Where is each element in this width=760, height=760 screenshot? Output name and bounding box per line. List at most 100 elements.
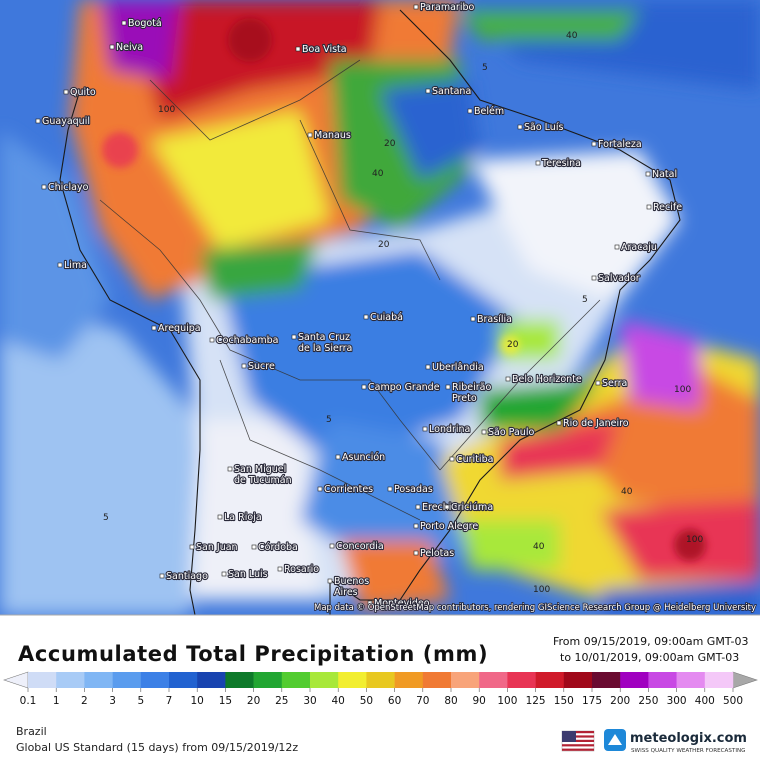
city-label: Pelotas [420, 548, 454, 559]
city-marker [57, 262, 63, 268]
city-labels: Paramaribo Bogotá Neiva Boa Vista Quito Santa… [35, 1, 683, 610]
legend-label: 5 [137, 695, 144, 707]
city-label: Cuiabá [370, 312, 403, 323]
legend-swatch [422, 672, 452, 688]
region: Brazil [16, 725, 47, 738]
city-marker [646, 204, 652, 210]
legend-swatch [563, 672, 593, 688]
contour-label: 40 [372, 169, 384, 179]
city-label: Serra [602, 378, 627, 389]
attribution: Map data © OpenStreetMap contributors, r… [314, 603, 756, 613]
city-marker [291, 334, 297, 340]
city-label: Ribeirão [452, 382, 491, 393]
city-label: Santiago [166, 571, 208, 582]
city-marker [35, 118, 41, 124]
city-marker [645, 171, 651, 177]
city-marker [159, 573, 165, 579]
city-label: Teresina [541, 158, 581, 169]
city-marker [415, 504, 421, 510]
city-marker [556, 420, 562, 426]
city-label: Santa Cruz [298, 332, 350, 343]
city-label: Rio de Janeiro [563, 418, 629, 429]
city-marker [425, 364, 431, 370]
legend-label: 90 [473, 695, 486, 707]
legend-label: 50 [360, 695, 373, 707]
legend-label: 20 [247, 695, 260, 707]
city-label: Corrientes [324, 484, 373, 495]
city-marker [595, 380, 601, 386]
legend: 0.1 1 2 3 5 7 10 15 20 25 30 40 50 60 70 80 90 100 125 150 1… [3, 671, 758, 707]
contour-label: 20 [384, 139, 396, 149]
model-info: Global US Standard (15 days) from 09/15/… [16, 741, 298, 754]
city-label: Sucre [248, 361, 275, 372]
city-marker [413, 550, 419, 556]
city-label: Chiclayo [48, 182, 89, 193]
city-marker [367, 600, 373, 606]
city-label: Fortaleza [598, 139, 642, 150]
legend-label: 15 [219, 695, 232, 707]
city-marker [277, 566, 283, 572]
city-label: de la Sierra [298, 343, 352, 354]
legend-swatch [366, 672, 395, 688]
contour-label: 20 [378, 240, 390, 250]
city-label: São Luís [524, 122, 563, 133]
city-label: Recife [653, 202, 682, 213]
city-label: Natal [652, 169, 677, 180]
city-label: Buenos [334, 576, 369, 587]
legend-swatch [197, 672, 226, 688]
city-label: Brasília [477, 314, 512, 325]
logo [604, 729, 626, 751]
contour-labels: 40 5 100 20 40 5 40 100 40 100 20 5 20 5 100 [103, 31, 703, 595]
city-marker [109, 44, 115, 50]
city-label: Criciúma [451, 502, 493, 513]
city-marker [363, 314, 369, 320]
city-marker [327, 578, 333, 584]
city-marker [217, 514, 223, 520]
city-marker [413, 523, 419, 529]
flag [561, 730, 595, 752]
legend-label: 40 [332, 695, 345, 707]
legend-swatch [310, 672, 339, 688]
city-label: Aracaju [621, 242, 657, 253]
city-marker [481, 429, 487, 435]
city-label: San Luis [228, 569, 268, 580]
city-label: Belém [474, 106, 504, 117]
city-marker [209, 337, 215, 343]
city-label: Cochabamba [216, 335, 278, 346]
contour-label: 20 [507, 340, 519, 350]
period-to: to 10/01/2019, 09:00am GMT-03 [560, 651, 739, 664]
legend-swatch [620, 672, 649, 688]
city-marker [387, 486, 393, 492]
legend-high-arrow [732, 671, 758, 689]
legend-label: 30 [303, 695, 316, 707]
city-marker [425, 88, 431, 94]
city-marker [295, 46, 301, 52]
legend-swatch [28, 672, 57, 688]
city-label: Arequipa [158, 323, 201, 334]
city-label: Rosario [284, 564, 319, 575]
city-label: Porto Alegre [420, 521, 478, 532]
city-label: Uberlândia [432, 362, 484, 373]
legend-label: 10 [191, 695, 204, 707]
legend-label: 200 [610, 695, 630, 707]
legend-swatch [535, 672, 565, 688]
legend-label: 150 [554, 695, 574, 707]
city-label: La Rioja [224, 512, 262, 523]
city-label: Erechim [422, 502, 461, 513]
city-marker [505, 376, 511, 382]
city-marker [614, 244, 620, 250]
legend-label: 300 [667, 695, 687, 707]
city-marker [517, 124, 523, 130]
brand-tagline: SWISS QUALITY WEATHER FORECASTING [631, 748, 746, 754]
city-label: Preto [452, 393, 477, 404]
city-label: Quito [70, 87, 96, 98]
legend-swatch [84, 672, 113, 688]
legend-swatch [56, 672, 85, 688]
city-marker [422, 426, 428, 432]
contour-label: 5 [582, 295, 588, 305]
contour-label: 100 [674, 385, 691, 395]
legend-label: 0.1 [20, 695, 37, 707]
city-label: Concordia [336, 541, 384, 552]
city-label: Montevideo [374, 598, 430, 609]
city-marker [121, 20, 127, 26]
